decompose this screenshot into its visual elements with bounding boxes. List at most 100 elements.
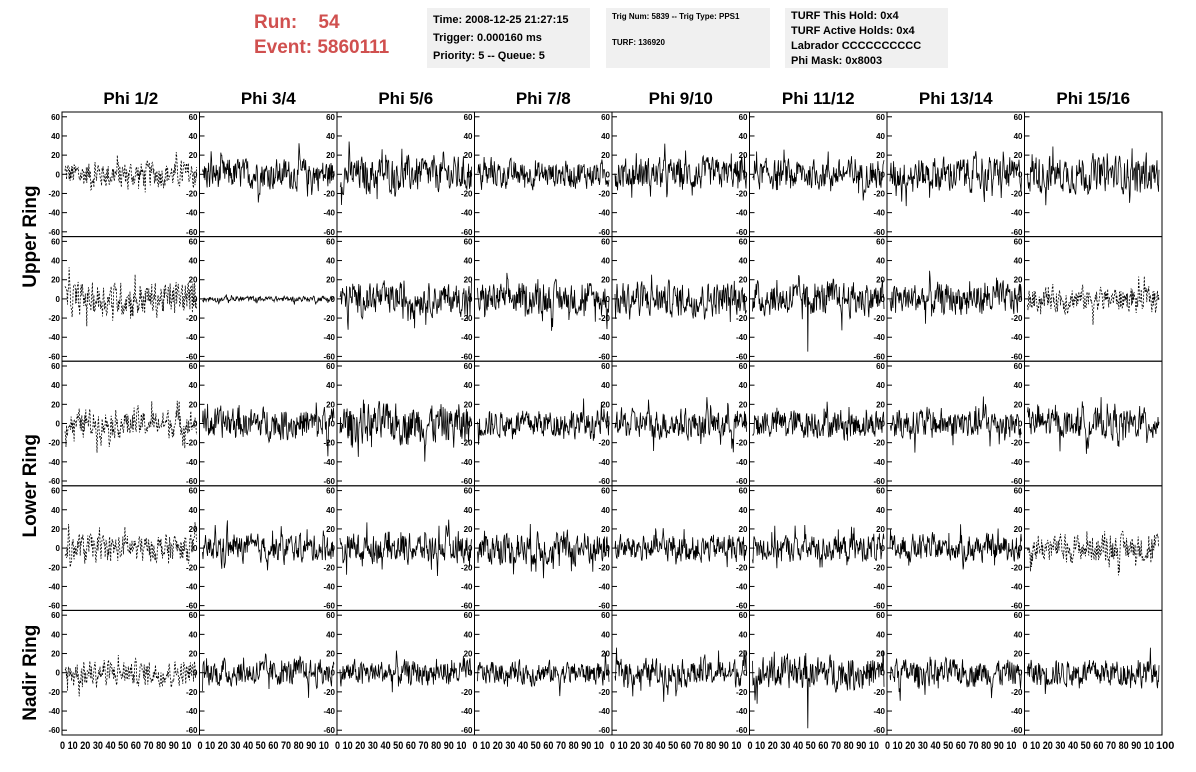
ytick-label-r0c4: -20: [598, 189, 610, 198]
panel-frame-r3c1: [199, 485, 338, 611]
ytick-label-r2c2: -60: [323, 477, 335, 486]
ytick-label-r4c6: -20: [873, 688, 885, 697]
ytick-label-r3c2: 40: [326, 506, 335, 515]
ytick-label-r0c4: 0: [606, 170, 611, 179]
ytick-label-r3c3: 0: [468, 544, 473, 553]
ytick-label-r3c6: 60: [876, 487, 885, 496]
ytick-label-r1c5: 0: [743, 295, 748, 304]
waveform-r0c5: [752, 149, 885, 201]
ytick-label-r3c4: 40: [601, 506, 610, 515]
ytick-label-r3c2: -40: [323, 582, 335, 591]
ytick-label-r0c5: 40: [739, 132, 748, 141]
ytick-label-r0c6: 20: [876, 151, 885, 160]
ytick-label-r3c2: 0: [331, 544, 336, 553]
ytick-label-r3c7: -20: [1011, 563, 1023, 572]
ytick-label-r1c4: -40: [598, 333, 610, 342]
ytick-label-r3c4: -40: [598, 582, 610, 591]
ytick-label-r4c4: 40: [601, 630, 610, 639]
ytick-label-r4c5: 40: [739, 630, 748, 639]
ytick-label-r4c7: 0: [1018, 669, 1023, 678]
ytick-label-r1c4: -60: [598, 352, 610, 361]
ytick-label-r2c2: 40: [326, 381, 335, 390]
ytick-label-r4c1: -60: [186, 726, 198, 735]
ytick-label-r1c3: -20: [461, 314, 473, 323]
ytick-label-r3c3: 60: [464, 487, 473, 496]
ytick-label-r3c3: -20: [461, 563, 473, 572]
ytick-label-r2c5: 0: [743, 420, 748, 429]
ytick-label-r1c6: -20: [873, 314, 885, 323]
ytick-label-r1c7: -40: [1011, 333, 1023, 342]
ytick-label-r4c6: 40: [876, 630, 885, 639]
xtick-label-last: 100: [1156, 740, 1174, 752]
ytick-label-r4c0: 0: [56, 669, 61, 678]
event-value: 5860111: [317, 37, 390, 58]
ytick-label-r1c6: 0: [881, 295, 886, 304]
ytick-label-r4c3: 0: [468, 669, 473, 678]
ytick-label-r0c0: -40: [48, 209, 60, 218]
phi-mask-text: Phi Mask: 0x8003: [791, 55, 883, 67]
ytick-label-r4c6: 60: [876, 611, 885, 620]
ytick-label-r3c6: -40: [873, 582, 885, 591]
panel-frame-r0c0: [61, 111, 200, 238]
ytick-label-r0c1: -20: [186, 189, 198, 198]
turf-this-hold-text: TURF This Hold: 0x4: [791, 10, 899, 22]
ytick-label-r2c5: 60: [739, 362, 748, 371]
panel-frame-r4c1: [199, 609, 338, 736]
ytick-label-r2c3: -40: [461, 458, 473, 467]
ytick-label-r3c7: -40: [1011, 582, 1023, 591]
waveform-r3c6: [889, 524, 1022, 570]
ytick-label-r2c6: -40: [873, 458, 885, 467]
ytick-label-r2c2: 0: [331, 420, 336, 429]
ytick-label-r4c5: 0: [743, 669, 748, 678]
xtick-labels-8: 0 10 20 30 40 50 60 70 80 90 10: [1023, 740, 1155, 752]
ytick-label-r0c5: 20: [739, 151, 748, 160]
ytick-label-r0c1: 60: [189, 113, 198, 122]
turf-active-holds-text: TURF Active Holds: 0x4: [791, 25, 915, 37]
ytick-label-r1c7: 60: [1014, 237, 1023, 246]
ytick-label-r3c0: -20: [48, 563, 60, 572]
ytick-label-r3c3: 40: [464, 506, 473, 515]
ytick-label-r2c4: -60: [598, 477, 610, 486]
ytick-label-r4c7: -40: [1011, 707, 1023, 716]
ytick-label-r0c5: -40: [736, 209, 748, 218]
ytick-label-r3c4: -60: [598, 602, 610, 611]
ytick-label-r4c2: 20: [326, 650, 335, 659]
ytick-label-r1c1: -40: [186, 333, 198, 342]
waveform-r0c6: [889, 151, 1022, 207]
ytick-label-r3c6: -60: [873, 602, 885, 611]
xtick-labels-6: 0 10 20 30 40 50 60 70 80 90 10: [748, 740, 880, 752]
ytick-label-r2c3: -20: [461, 439, 473, 448]
ytick-label-r3c7: 20: [1014, 525, 1023, 534]
ytick-label-r4c0: 40: [51, 630, 60, 639]
waveform-r4c0: [64, 654, 197, 697]
ytick-label-r0c7: -20: [1011, 189, 1023, 198]
ytick-label-r2c7: 0: [1018, 420, 1023, 429]
ytick-label-r1c4: 0: [606, 295, 611, 304]
waveform-r2c3: [477, 398, 610, 445]
ytick-label-r2c4: 20: [601, 400, 610, 409]
ytick-label-r3c3: -40: [461, 582, 473, 591]
ytick-label-r1c0: 60: [51, 237, 60, 246]
ytick-label-r2c0: 60: [51, 362, 60, 371]
ytick-label-r1c3: 0: [468, 295, 473, 304]
ytick-label-r0c2: 20: [326, 151, 335, 160]
ytick-label-r4c6: 0: [881, 669, 886, 678]
ytick-label-r2c3: 40: [464, 381, 473, 390]
waveform-r3c7: [1027, 530, 1160, 576]
ytick-label-r3c4: 0: [606, 544, 611, 553]
ytick-label-r0c0: 60: [51, 113, 60, 122]
ytick-label-r0c7: 20: [1014, 151, 1023, 160]
ytick-label-r4c2: 40: [326, 630, 335, 639]
ytick-label-r4c0: -20: [48, 688, 60, 697]
ytick-label-r0c0: -60: [48, 228, 60, 237]
ytick-label-r1c6: 20: [876, 276, 885, 285]
ytick-label-r2c7: -20: [1011, 439, 1023, 448]
ytick-label-r2c4: 60: [601, 362, 610, 371]
ytick-label-r0c6: -20: [873, 189, 885, 198]
ytick-label-r4c1: 20: [189, 650, 198, 659]
ytick-label-r2c0: 40: [51, 381, 60, 390]
ytick-label-r4c0: 60: [51, 611, 60, 620]
ytick-label-r0c7: -60: [1011, 228, 1023, 237]
ytick-label-r1c7: 40: [1014, 257, 1023, 266]
ytick-label-r2c4: -20: [598, 439, 610, 448]
